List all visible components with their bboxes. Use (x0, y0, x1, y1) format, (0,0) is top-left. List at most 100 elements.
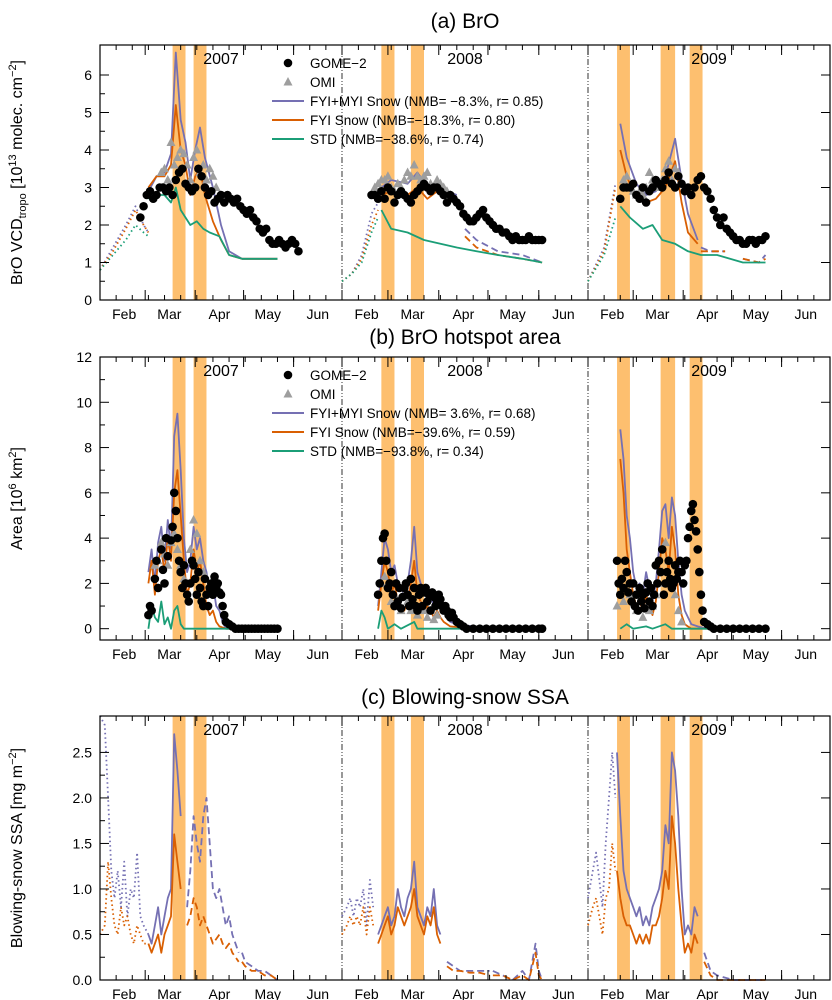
x-tick-label: Apr (208, 646, 230, 662)
x-tick-label: Jun (552, 306, 575, 322)
y-axis-label-part: −2 (7, 752, 19, 765)
gome2-point (501, 624, 511, 633)
x-tick-label: Mar (400, 646, 424, 662)
omi-point (399, 175, 409, 184)
x-tick-label: Apr (452, 646, 474, 662)
legend-label-omi: OMI (310, 75, 336, 90)
series-line-fyi (703, 961, 766, 981)
series-line-fyi (147, 833, 182, 954)
gome2-point (386, 567, 396, 577)
gome2-point (195, 583, 205, 593)
y-tick-label: 4 (84, 530, 92, 546)
series-line-fyi (99, 209, 150, 271)
y-tick-label: 5 (84, 105, 92, 121)
gome2-point (709, 624, 719, 633)
gome2-point (245, 205, 255, 215)
gome2-point (703, 186, 712, 196)
y-tick-label: 0.0 (73, 972, 93, 988)
omi-point (166, 137, 176, 146)
y-tick-label: 2 (84, 217, 92, 233)
series-line-fyi_myi (703, 952, 766, 981)
year-label: 2008 (447, 363, 483, 380)
omi-point (422, 612, 432, 621)
gome2-point (690, 515, 699, 525)
gome2-point (294, 246, 303, 256)
y-tick-label: 0.5 (73, 926, 93, 942)
series-line-fyi_myi (587, 751, 617, 909)
series-line-fyi (492, 951, 543, 981)
y-tick-label: 1 (84, 255, 92, 271)
series-line-fyi (616, 815, 699, 954)
series-line-fyi_myi (99, 715, 150, 935)
gome2-point (455, 201, 465, 211)
gome2-point (620, 556, 630, 566)
series-line-fyi (446, 965, 490, 977)
gome2-point (232, 194, 242, 204)
omi-point (638, 612, 648, 621)
omi-point (673, 605, 683, 615)
x-tick-label: Jun (795, 986, 818, 1000)
y-axis-label-part: ] (9, 60, 26, 64)
gome2-point (145, 186, 155, 196)
legend-label-omi: OMI (310, 387, 336, 402)
gome2-point (373, 590, 383, 600)
x-tick-label: Feb (600, 646, 624, 662)
omi-point (160, 163, 170, 173)
omi-point (169, 160, 179, 169)
series-line-std (377, 609, 543, 630)
y-axis-label-part: Blowing-snow SSA [mg m (9, 765, 26, 948)
chart-title: (b) BrO hotspot area (369, 326, 561, 349)
year-label: 2009 (691, 363, 727, 380)
gome2-point (261, 224, 271, 234)
x-tick-label: Jun (307, 306, 330, 322)
gome2-point (678, 579, 688, 588)
legend-label-fyi: FYI Snow (NMB=−18.3%, r= 0.80) (310, 113, 515, 128)
gome2-point (712, 213, 722, 222)
x-tick-label: Apr (696, 646, 718, 662)
gome2-point (682, 556, 691, 566)
omi-point (406, 171, 416, 180)
gome2-point (176, 567, 185, 577)
highlight-band (381, 716, 395, 980)
series-line-fyi (341, 209, 379, 283)
gome2-point (659, 590, 669, 600)
gome2-point (696, 171, 706, 181)
gome2-point (521, 624, 530, 633)
omi-point (195, 555, 205, 565)
series-line-std (619, 623, 766, 630)
gome2-point (709, 205, 719, 215)
gome2-point (200, 183, 210, 192)
series-line-fyi_myi (341, 879, 375, 927)
x-tick-label: Feb (355, 986, 379, 1000)
y-tick-label: 0 (84, 292, 92, 308)
omi-point (383, 171, 393, 180)
y-axis-label: BrO VCDtropo [1013 molec. cm−2] (7, 60, 29, 285)
gome2-point (657, 545, 667, 554)
gome2-point (468, 624, 478, 633)
highlight-band (617, 716, 630, 980)
series-line-fyi (619, 149, 699, 245)
chart-title: (a) BrO (431, 10, 500, 33)
gome2-point (406, 198, 416, 207)
gome2-point (421, 583, 430, 593)
y-tick-label: 4 (84, 142, 92, 158)
series-line-fyi_myi (492, 942, 543, 981)
gome2-point (664, 556, 673, 566)
gome2-point (190, 574, 200, 584)
gome2-point (160, 579, 169, 588)
x-tick-label: Apr (452, 306, 474, 322)
x-tick-label: Mar (157, 986, 181, 1000)
gome2-point (442, 198, 452, 207)
x-tick-label: May (499, 986, 525, 1000)
gome2-point (197, 171, 206, 181)
gome2-point (698, 606, 707, 615)
gome2-point (177, 164, 187, 174)
y-tick-label: 3 (84, 180, 92, 196)
gome2-point (683, 183, 693, 192)
gome2-point (683, 533, 693, 543)
gome2-point (436, 594, 445, 604)
y-axis-label-part: ] (9, 748, 26, 752)
gome2-point (754, 624, 764, 633)
series-line-fyi (587, 842, 617, 936)
gome2-point (686, 506, 696, 516)
